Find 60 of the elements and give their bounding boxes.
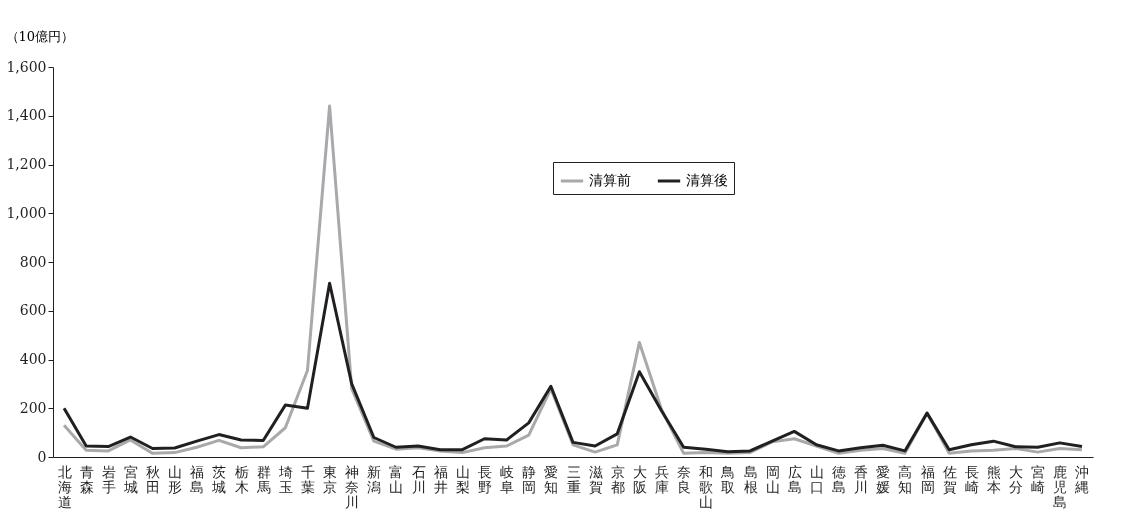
x-tick-label: 埼玉 [277,463,293,495]
x-tick-label: 沖縄 [1074,463,1090,495]
x-tick-label: 千葉 [300,463,315,495]
x-tick-label: 広島 [787,463,802,495]
x-tick-label: 茨城 [211,463,227,495]
x-tick-label: 佐賀 [942,463,957,495]
y-axis-title: （10億円） [5,28,75,44]
x-tick-label: 高知 [898,463,913,495]
y-tick-label: 1,200 [6,156,47,172]
legend-label: 清算後 [686,172,728,188]
x-tick-label: 宮崎 [1031,463,1046,495]
x-tick-label: 愛知 [544,463,559,495]
x-tick-label: 富山 [389,463,404,495]
x-tick-label: 福島 [190,463,205,495]
x-tick-label: 岩手 [101,463,116,495]
y-tick-label: 600 [19,302,47,319]
x-tick-label: 愛媛 [876,463,891,495]
x-tick-label: 大分 [1009,463,1024,495]
y-tick-label: 800 [19,253,47,270]
y-tick-label: 0 [37,448,47,465]
x-tick-label: 滋賀 [588,463,603,495]
x-tick-label: 京都 [610,463,625,495]
x-tick-label: 長野 [477,463,492,495]
x-tick-label: 山口 [809,463,824,495]
x-tick-label: 秋田 [146,463,161,495]
x-tick-label: 福岡 [920,463,935,495]
y-tick-label: 200 [19,399,47,416]
line-series [62,281,1084,454]
x-tick-label: 長崎 [964,463,979,495]
x-tick-label: 熊本 [986,463,1001,495]
y-tick-label: 1,400 [6,107,47,124]
legend-label: 清算前 [589,172,631,188]
x-tick-label: 岐阜 [500,463,515,495]
x-tick-label: 北海道 [57,463,72,510]
x-tick-label: 三重 [566,463,581,495]
x-tick-label: 群馬 [255,463,271,495]
x-tick-label: 青森 [79,463,94,495]
y-tick-label: 1,000 [6,204,47,221]
x-tick-label: 島根 [743,463,758,495]
x-tick-label: 福井 [433,463,448,495]
x-tick-label: 岡山 [765,463,780,495]
x-tick-label: 和歌山 [699,463,714,510]
x-tick-label: 石川 [411,463,426,495]
x-tick-label: 鹿児島 [1053,463,1068,510]
x-tick-label: 神奈川 [345,463,360,510]
x-tick-label: 徳島 [832,463,847,495]
x-tick-label: 大阪 [632,463,647,495]
x-tick-label: 香川 [854,463,869,495]
x-tick-label: 山梨 [455,463,470,495]
x-tick-label: 兵庫 [655,463,670,495]
x-tick-label: 新潟 [367,463,382,495]
x-tick-label: 栃木 [234,463,249,495]
x-tick-label: 奈良 [677,463,692,495]
x-tick-label: 宮城 [122,463,138,495]
x-tick-label: 東京 [323,463,338,495]
x-tick-label: 鳥取 [720,463,736,495]
y-tick-label: 1,600 [6,58,47,75]
y-tick-label: 400 [19,351,47,367]
x-tick-label: 山形 [168,463,183,495]
x-tick-label: 静岡 [522,463,537,495]
